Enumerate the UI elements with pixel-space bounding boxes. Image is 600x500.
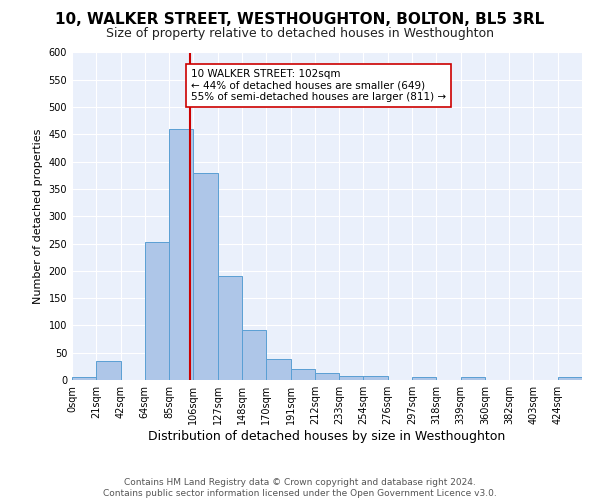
Bar	[364, 376, 388, 380]
Bar	[339, 376, 364, 380]
Y-axis label: Number of detached properties: Number of detached properties	[33, 128, 43, 304]
Bar	[266, 360, 290, 380]
Bar	[290, 369, 315, 380]
Bar	[412, 378, 436, 380]
Bar	[315, 373, 339, 380]
X-axis label: Distribution of detached houses by size in Westhoughton: Distribution of detached houses by size …	[148, 430, 506, 443]
Bar	[461, 378, 485, 380]
Bar	[558, 378, 582, 380]
Text: Contains HM Land Registry data © Crown copyright and database right 2024.
Contai: Contains HM Land Registry data © Crown c…	[103, 478, 497, 498]
Bar	[72, 378, 96, 380]
Bar	[96, 361, 121, 380]
Text: 10 WALKER STREET: 102sqm
← 44% of detached houses are smaller (649)
55% of semi-: 10 WALKER STREET: 102sqm ← 44% of detach…	[191, 69, 446, 102]
Bar	[145, 242, 169, 380]
Bar	[218, 276, 242, 380]
Bar	[193, 172, 218, 380]
Text: 10, WALKER STREET, WESTHOUGHTON, BOLTON, BL5 3RL: 10, WALKER STREET, WESTHOUGHTON, BOLTON,…	[55, 12, 545, 28]
Bar	[242, 330, 266, 380]
Text: Size of property relative to detached houses in Westhoughton: Size of property relative to detached ho…	[106, 28, 494, 40]
Bar	[169, 129, 193, 380]
